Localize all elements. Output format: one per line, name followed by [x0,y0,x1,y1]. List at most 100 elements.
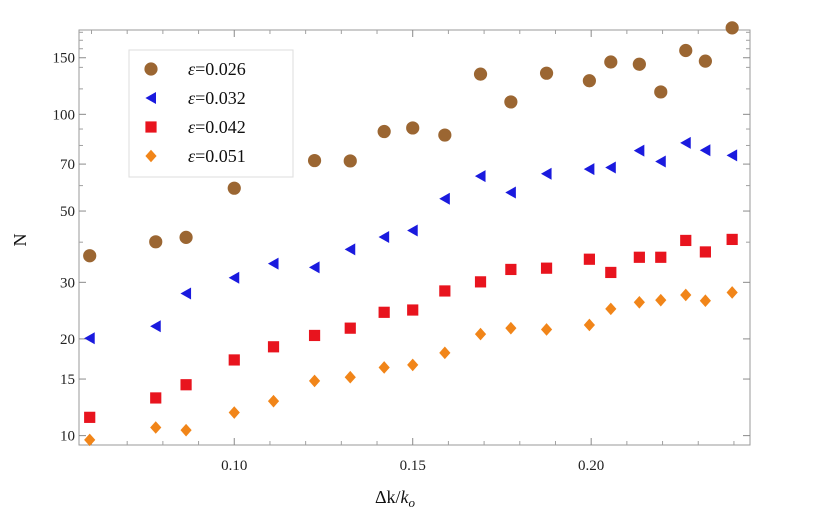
data-point [438,128,452,142]
legend-marker-series-3 [145,121,157,133]
data-point [680,234,692,247]
series-2 [84,136,738,345]
data-point [180,287,192,300]
data-point [344,243,356,256]
data-point [378,361,390,374]
data-point [149,235,163,249]
data-point [474,170,486,183]
data-point [605,266,617,279]
data-point [633,295,645,309]
legend-marker-series-2 [145,92,156,104]
data-point [378,306,390,318]
y-tick-label: 150 [53,51,76,67]
plot-frame [78,29,751,446]
data-point [228,271,240,284]
data-point [307,153,322,168]
data-point [308,261,320,274]
data-points [83,21,739,447]
series-4 [84,286,738,447]
data-point [655,155,666,168]
data-point [439,192,450,205]
data-point [655,251,667,263]
legend-markers [144,62,158,163]
data-point [654,85,668,99]
data-point [180,423,192,437]
data-point [377,124,391,139]
data-point [267,341,280,353]
data-point [308,374,321,388]
legend: ε=0.026 ε=0.032 ε=0.042 ε=0.051 [128,49,294,178]
data-point [228,406,240,419]
x-tick-label: 0.20 [578,458,604,474]
y-tick-label: 70 [60,157,75,173]
data-point [308,329,321,342]
data-point [439,285,451,297]
data-point [540,323,553,336]
data-point [726,233,738,246]
data-point [633,251,645,263]
data-point [726,149,738,162]
y-axis-ticks: 10 15 20 30 50 70 100 150 [53,31,750,445]
data-point [582,74,596,88]
legend-marker-series-1 [144,62,158,76]
data-point [473,67,488,81]
data-point [726,286,738,299]
data-point [698,54,712,68]
legend-label-series-3: ε=0.042 [188,117,246,137]
data-point [84,332,95,345]
data-point [699,246,711,258]
x-axis-ticks: 0.10 0.15 0.20 [90,30,735,474]
legend-marker-series-4 [145,149,157,163]
y-axis-label: N [10,234,30,247]
data-point [474,276,487,288]
data-point [680,136,691,149]
data-point [474,327,487,341]
data-point [150,320,161,333]
series-1 [83,21,739,263]
data-point [267,394,280,408]
data-point [505,321,517,335]
data-point [699,144,711,157]
data-point [505,186,516,199]
x-tick-label: 0.10 [221,458,247,474]
legend-label-series-1: ε=0.026 [188,59,246,79]
y-tick-label: 100 [53,107,76,123]
data-point [344,370,356,384]
data-point [150,392,162,404]
y-tick-label: 50 [60,204,75,220]
data-point [605,302,617,316]
data-point [583,318,595,332]
y-tick-label: 10 [60,429,75,445]
x-tick-label: 0.15 [400,458,426,474]
legend-label-series-4: ε=0.051 [188,146,246,166]
data-point [343,154,357,168]
data-point [378,231,390,244]
data-point [179,230,193,244]
data-point [407,304,419,316]
data-point [344,322,356,334]
y-tick-label: 20 [60,332,75,348]
data-point [439,346,451,360]
y-tick-label: 15 [60,372,75,388]
data-point [505,263,517,276]
data-point [267,257,279,270]
data-point [699,294,711,307]
x-axis-label: Δk/ko [375,487,416,510]
data-point [679,43,693,58]
legend-label-series-2: ε=0.032 [188,88,246,108]
data-point [583,163,595,176]
data-point [407,224,418,237]
data-point [228,354,240,366]
data-point [583,253,595,265]
data-point [680,288,692,302]
series-3 [84,233,738,423]
data-point [180,379,192,391]
data-point [407,358,419,372]
data-point [655,293,667,307]
data-point [539,66,554,80]
data-point [632,57,646,71]
data-point [605,161,616,174]
data-point [540,262,553,274]
data-point [504,95,518,109]
